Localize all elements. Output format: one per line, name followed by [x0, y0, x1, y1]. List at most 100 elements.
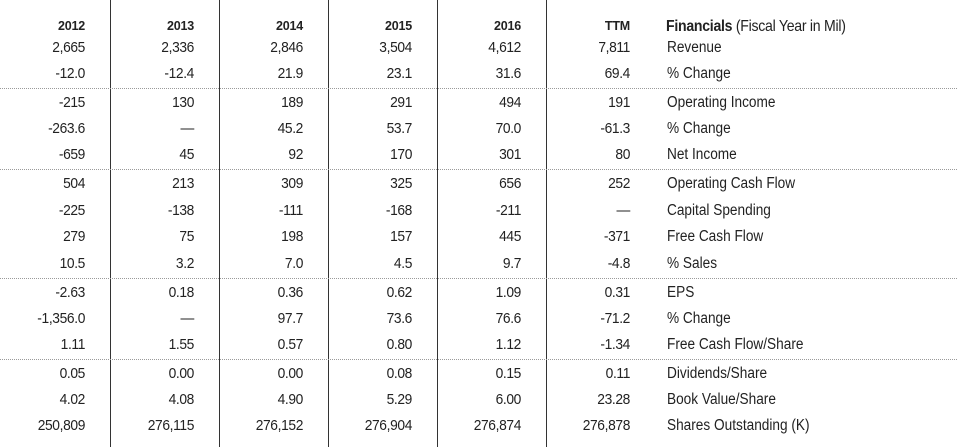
row-label: Free Cash Flow — [667, 228, 764, 245]
year-header: 2016 — [493, 19, 521, 33]
year-header: 2013 — [166, 19, 194, 33]
table-cell: 70.0 — [495, 120, 522, 137]
table-cell: 3.2 — [175, 255, 194, 272]
table-cell: 325 — [390, 175, 412, 192]
row-label: Capital Spending — [667, 202, 771, 219]
table-cell: 0.08 — [386, 365, 413, 382]
group-separator — [0, 88, 957, 89]
year-header: 2015 — [384, 19, 412, 33]
table-cell: 1.55 — [168, 336, 195, 353]
group-separator — [0, 278, 957, 279]
table-cell: 0.15 — [495, 365, 522, 382]
table-cell: 191 — [608, 94, 630, 111]
row-label: % Change — [667, 120, 731, 137]
table-cell: 445 — [499, 228, 521, 245]
table-cell: 2,846 — [270, 39, 303, 56]
table-cell: 6.00 — [495, 391, 522, 408]
table-cell: 170 — [390, 146, 412, 163]
table-cell: 4.5 — [393, 255, 412, 272]
table-cell: -12.0 — [55, 65, 85, 82]
table-cell: 250,809 — [37, 417, 86, 434]
table-cell: 0.00 — [168, 365, 195, 382]
table-cell: -225 — [58, 202, 86, 219]
table-title-bold: Financials — [666, 18, 733, 35]
row-label: % Change — [667, 65, 731, 82]
year-header: TTM — [604, 19, 630, 33]
table-cell: 0.80 — [386, 336, 413, 353]
table-cell: 4.90 — [277, 391, 304, 408]
table-cell: 76.6 — [495, 310, 522, 327]
row-label: EPS — [667, 284, 695, 301]
row-label: Book Value/Share — [667, 391, 776, 408]
table-row: 10.5 3.2 7.0 4.5 9.7 -4.8 % Sales — [0, 251, 957, 277]
table-cell: 45.2 — [277, 120, 304, 137]
table-cell: 23.1 — [386, 65, 413, 82]
table-title: Financials (Fiscal Year in Mil) — [666, 18, 846, 36]
table-cell: 0.36 — [277, 284, 304, 301]
table-cell: -12.4 — [164, 65, 194, 82]
group-separator — [0, 359, 957, 360]
table-cell: -71.2 — [600, 310, 630, 327]
table-cell: — — [180, 120, 195, 137]
column-separator — [219, 0, 220, 447]
table-cell: 130 — [172, 94, 194, 111]
table-cell: 0.31 — [604, 284, 631, 301]
table-row: -2.63 0.18 0.36 0.62 1.09 0.31 EPS — [0, 280, 957, 306]
table-cell: 4,612 — [488, 39, 521, 56]
table-row: -1,356.0 — 97.7 73.6 76.6 -71.2 % Change — [0, 306, 957, 332]
table-cell: 279 — [63, 228, 85, 245]
table-cell: 189 — [281, 94, 303, 111]
row-label: Operating Income — [667, 94, 776, 111]
table-cell: -211 — [495, 202, 521, 219]
table-cell: 7.0 — [284, 255, 303, 272]
table-cell: 213 — [172, 175, 194, 192]
table-cell: 276,904 — [364, 417, 413, 434]
table-cell: 23.28 — [597, 391, 630, 408]
table-row: 250,809 276,115 276,152 276,904 276,874 … — [0, 413, 957, 439]
row-label: Free Cash Flow/Share — [667, 336, 804, 353]
year-header: 2012 — [57, 19, 85, 33]
table-cell: 80 — [615, 146, 630, 163]
table-cell: 5.29 — [386, 391, 413, 408]
table-cell: 656 — [499, 175, 521, 192]
table-cell: -371 — [603, 228, 631, 245]
table-cell: 157 — [390, 228, 412, 245]
table-cell: 0.05 — [59, 365, 86, 382]
column-separator — [110, 0, 111, 447]
table-row: 1.11 1.55 0.57 0.80 1.12 -1.34 Free Cash… — [0, 332, 957, 358]
table-cell: 0.00 — [277, 365, 304, 382]
table-cell: 276,115 — [147, 417, 195, 434]
column-separator — [437, 0, 438, 447]
table-row: -12.0 -12.4 21.9 23.1 31.6 69.4 % Change — [0, 61, 957, 87]
table-cell: 198 — [281, 228, 303, 245]
row-label: Net Income — [667, 146, 737, 163]
table-cell: 9.7 — [502, 255, 521, 272]
row-label: Revenue — [667, 39, 722, 56]
table-cell: 291 — [390, 94, 412, 111]
column-separator — [328, 0, 329, 447]
table-cell: 504 — [63, 175, 85, 192]
table-cell: 1.11 — [60, 336, 86, 353]
table-cell: -659 — [58, 146, 86, 163]
table-cell: 494 — [499, 94, 521, 111]
table-cell: 53.7 — [386, 120, 413, 137]
table-cell: 3,504 — [379, 39, 412, 56]
table-cell: 92 — [288, 146, 303, 163]
row-label: % Sales — [667, 255, 718, 272]
table-cell: 10.5 — [59, 255, 86, 272]
table-row: 4.02 4.08 4.90 5.29 6.00 23.28 Book Valu… — [0, 387, 957, 413]
table-cell: -2.63 — [55, 284, 85, 301]
table-cell: -4.8 — [607, 255, 631, 272]
table-row: 2,665 2,336 2,846 3,504 4,612 7,811 Reve… — [0, 35, 957, 61]
table-cell: -215 — [58, 94, 86, 111]
table-cell: 45 — [179, 146, 194, 163]
table-cell: 276,878 — [582, 417, 631, 434]
table-cell: 2,665 — [52, 39, 85, 56]
table-cell: 4.08 — [168, 391, 195, 408]
table-cell: -1.34 — [600, 336, 630, 353]
table-cell: 0.57 — [277, 336, 304, 353]
column-separator — [546, 0, 547, 447]
table-cell: 276,874 — [473, 417, 522, 434]
table-row: -215 130 189 291 494 191 Operating Incom… — [0, 90, 957, 116]
